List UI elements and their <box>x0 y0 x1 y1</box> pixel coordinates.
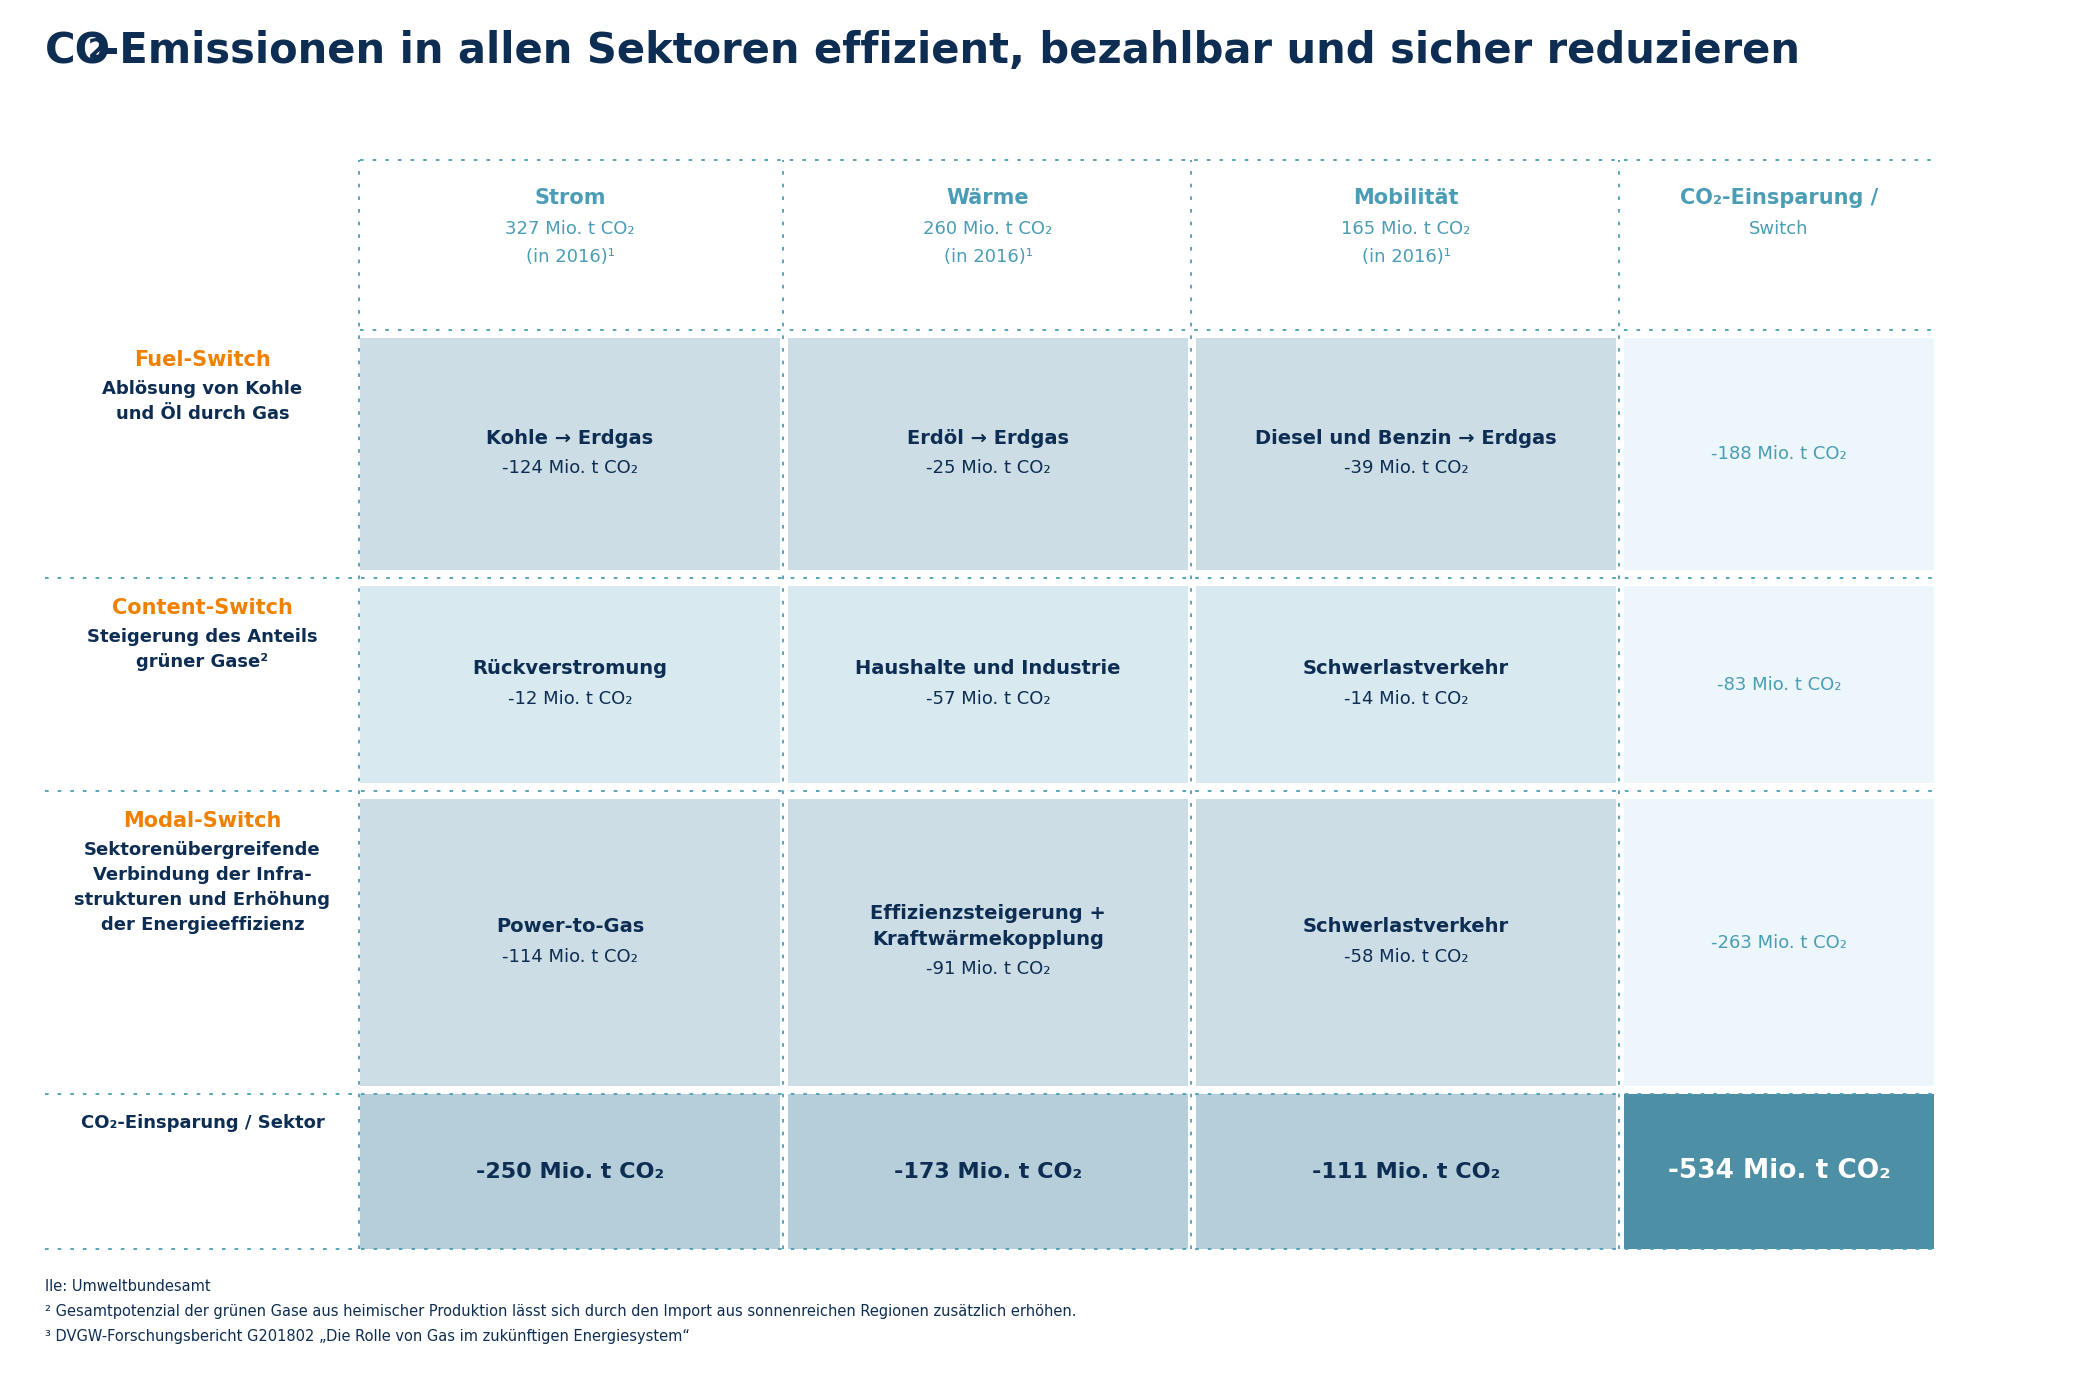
Text: Verbindung der Infra-: Verbindung der Infra- <box>92 867 313 883</box>
Text: -173 Mio. t CO₂: -173 Mio. t CO₂ <box>895 1162 1082 1182</box>
Bar <box>788 799 1189 1086</box>
Text: -39 Mio. t CO₂: -39 Mio. t CO₂ <box>1344 459 1468 477</box>
Text: -Emissionen in allen Sektoren effizient, bezahlbar und sicher reduzieren: -Emissionen in allen Sektoren effizient,… <box>103 29 1800 71</box>
Bar <box>788 1093 1189 1249</box>
Text: Schwerlastverkehr: Schwerlastverkehr <box>1302 917 1510 937</box>
Text: CO₂-Einsparung / Sektor: CO₂-Einsparung / Sektor <box>80 1114 323 1133</box>
Text: -188 Mio. t CO₂: -188 Mio. t CO₂ <box>1712 445 1846 463</box>
Text: -57 Mio. t CO₂: -57 Mio. t CO₂ <box>926 690 1050 707</box>
Text: (in 2016)¹: (in 2016)¹ <box>943 248 1033 266</box>
Text: 165 Mio. t CO₂: 165 Mio. t CO₂ <box>1342 220 1470 238</box>
Text: -83 Mio. t CO₂: -83 Mio. t CO₂ <box>1718 676 1842 693</box>
Text: -263 Mio. t CO₂: -263 Mio. t CO₂ <box>1712 934 1848 952</box>
Bar <box>359 1093 779 1249</box>
Bar <box>1623 799 1934 1086</box>
Bar <box>359 587 779 783</box>
Text: Content-Switch: Content-Switch <box>111 598 292 617</box>
Text: -534 Mio. t CO₂: -534 Mio. t CO₂ <box>1667 1159 1890 1184</box>
Bar <box>788 337 1189 570</box>
Text: (in 2016)¹: (in 2016)¹ <box>525 248 615 266</box>
Bar <box>1623 337 1934 570</box>
Text: und Öl durch Gas: und Öl durch Gas <box>116 405 290 423</box>
Text: Modal-Switch: Modal-Switch <box>124 811 281 832</box>
Text: Fuel-Switch: Fuel-Switch <box>134 350 271 370</box>
Text: Schwerlastverkehr: Schwerlastverkehr <box>1302 659 1510 678</box>
Text: Switch: Switch <box>1749 220 1808 238</box>
Text: 327 Mio. t CO₂: 327 Mio. t CO₂ <box>506 220 634 238</box>
Text: Rückverstromung: Rückverstromung <box>472 659 668 678</box>
Text: Strom: Strom <box>533 188 605 209</box>
Text: lle: Umweltbundesamt: lle: Umweltbundesamt <box>44 1280 210 1294</box>
Text: strukturen und Erhöhung: strukturen und Erhöhung <box>74 890 330 909</box>
Text: ³ DVGW-Forschungsbericht G201802 „Die Rolle von Gas im zukünftigen Energiesystem: ³ DVGW-Forschungsbericht G201802 „Die Ro… <box>44 1329 691 1344</box>
Text: -124 Mio. t CO₂: -124 Mio. t CO₂ <box>502 459 638 477</box>
Text: Sektorenübergreifende: Sektorenübergreifende <box>84 841 321 860</box>
Text: (in 2016)¹: (in 2016)¹ <box>1361 248 1451 266</box>
Bar <box>359 799 779 1086</box>
Text: Kraftwärmekopplung: Kraftwärmekopplung <box>872 930 1105 949</box>
Text: -14 Mio. t CO₂: -14 Mio. t CO₂ <box>1344 690 1468 707</box>
Text: CO₂-Einsparung /: CO₂-Einsparung / <box>1680 188 1877 209</box>
Text: -111 Mio. t CO₂: -111 Mio. t CO₂ <box>1312 1162 1499 1182</box>
Text: -250 Mio. t CO₂: -250 Mio. t CO₂ <box>477 1162 664 1182</box>
Text: 2: 2 <box>88 38 107 64</box>
Bar <box>1197 799 1617 1086</box>
Bar <box>1623 587 1934 783</box>
Text: -58 Mio. t CO₂: -58 Mio. t CO₂ <box>1344 948 1468 966</box>
Text: -25 Mio. t CO₂: -25 Mio. t CO₂ <box>926 459 1050 477</box>
Text: Ablösung von Kohle: Ablösung von Kohle <box>103 379 302 398</box>
Text: Mobilität: Mobilität <box>1352 188 1460 209</box>
Text: CO: CO <box>44 29 111 71</box>
Text: -91 Mio. t CO₂: -91 Mio. t CO₂ <box>926 960 1050 979</box>
Bar <box>1197 337 1617 570</box>
Bar <box>1197 587 1617 783</box>
Text: Kohle → Erdgas: Kohle → Erdgas <box>487 428 653 448</box>
Text: -114 Mio. t CO₂: -114 Mio. t CO₂ <box>502 948 638 966</box>
Bar <box>788 587 1189 783</box>
Bar <box>1197 1093 1617 1249</box>
Text: Diesel und Benzin → Erdgas: Diesel und Benzin → Erdgas <box>1256 428 1556 448</box>
Text: Power-to-Gas: Power-to-Gas <box>496 917 645 937</box>
Text: Effizienzsteigerung +: Effizienzsteigerung + <box>869 904 1107 923</box>
Text: Haushalte und Industrie: Haushalte und Industrie <box>855 659 1121 678</box>
Text: der Energieeffizienz: der Energieeffizienz <box>101 916 304 934</box>
Bar <box>1623 1093 1934 1249</box>
Text: Wärme: Wärme <box>947 188 1029 209</box>
Text: ² Gesamtpotenzial der grünen Gase aus heimischer Produktion lässt sich durch den: ² Gesamtpotenzial der grünen Gase aus he… <box>44 1303 1077 1319</box>
Text: Erdöl → Erdgas: Erdöl → Erdgas <box>907 428 1069 448</box>
Bar <box>359 337 779 570</box>
Text: -12 Mio. t CO₂: -12 Mio. t CO₂ <box>508 690 632 707</box>
Text: 260 Mio. t CO₂: 260 Mio. t CO₂ <box>924 220 1052 238</box>
Text: Steigerung des Anteils: Steigerung des Anteils <box>88 629 317 645</box>
Text: grüner Gase²: grüner Gase² <box>136 652 269 671</box>
